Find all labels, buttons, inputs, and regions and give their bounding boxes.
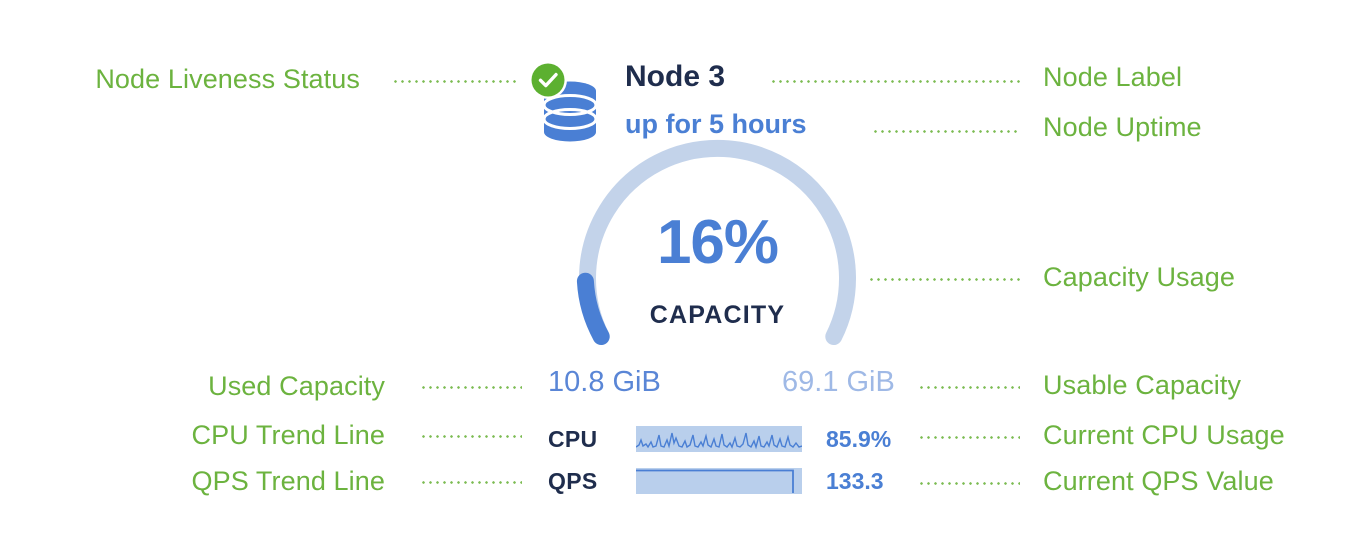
qps-trend-sparkline (636, 468, 802, 494)
annotation-node-liveness-status: Node Liveness Status (95, 64, 360, 94)
leader-usable-capacity (918, 386, 1020, 389)
metric-value-qps: 133.3 (826, 468, 884, 494)
metric-label-cpu: CPU (548, 426, 598, 452)
gauge-percent: 16% (656, 208, 779, 277)
annotation-cpu-trend-line: CPU Trend Line (191, 420, 385, 450)
node-uptime: up for 5 hours (625, 109, 807, 139)
capacity-gauge: 16% CAPACITY (575, 139, 860, 370)
annotation-capacity-usage: Capacity Usage (1043, 262, 1235, 292)
annotation-used-capacity: Used Capacity (208, 371, 385, 401)
used-capacity-value: 10.8 GiB (548, 366, 661, 398)
leader-capacity-usage (868, 278, 1020, 281)
node-label: Node 3 (625, 60, 726, 93)
usable-capacity-value: 69.1 GiB (782, 366, 895, 398)
metric-value-cpu: 85.9% (826, 426, 892, 452)
leader-node-uptime (872, 130, 1020, 133)
leader-current-cpu-usage (918, 436, 1020, 439)
metric-label-qps: QPS (548, 468, 598, 494)
gauge-fill (576, 272, 610, 345)
gauge-track (579, 139, 856, 345)
gauge-caption: CAPACITY (649, 301, 786, 329)
annotation-usable-capacity: Usable Capacity (1043, 370, 1242, 400)
leader-node-liveness-status (392, 80, 518, 83)
annotation-current-cpu-usage: Current CPU Usage (1043, 420, 1285, 450)
database-healthy-icon (528, 60, 598, 142)
cpu-trend-sparkline (636, 426, 802, 452)
annotation-qps-trend-line: QPS Trend Line (191, 466, 385, 496)
annotation-node-label: Node Label (1043, 62, 1183, 92)
leader-node-label (770, 80, 1020, 83)
leader-cpu-trend-line (420, 435, 522, 438)
leader-current-qps-value (918, 482, 1020, 485)
leader-qps-trend-line (420, 481, 522, 484)
annotation-node-uptime: Node Uptime (1043, 112, 1202, 142)
leader-used-capacity (420, 386, 522, 389)
annotation-current-qps-value: Current QPS Value (1043, 466, 1274, 496)
